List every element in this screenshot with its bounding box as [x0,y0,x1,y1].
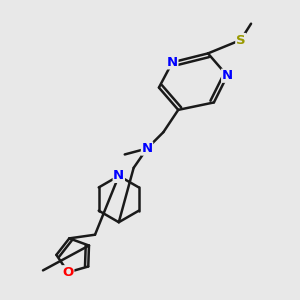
Text: N: N [167,56,178,69]
Text: N: N [113,169,124,182]
Text: S: S [236,34,245,46]
Text: O: O [62,266,74,279]
Text: N: N [142,142,153,155]
Text: N: N [222,69,233,82]
